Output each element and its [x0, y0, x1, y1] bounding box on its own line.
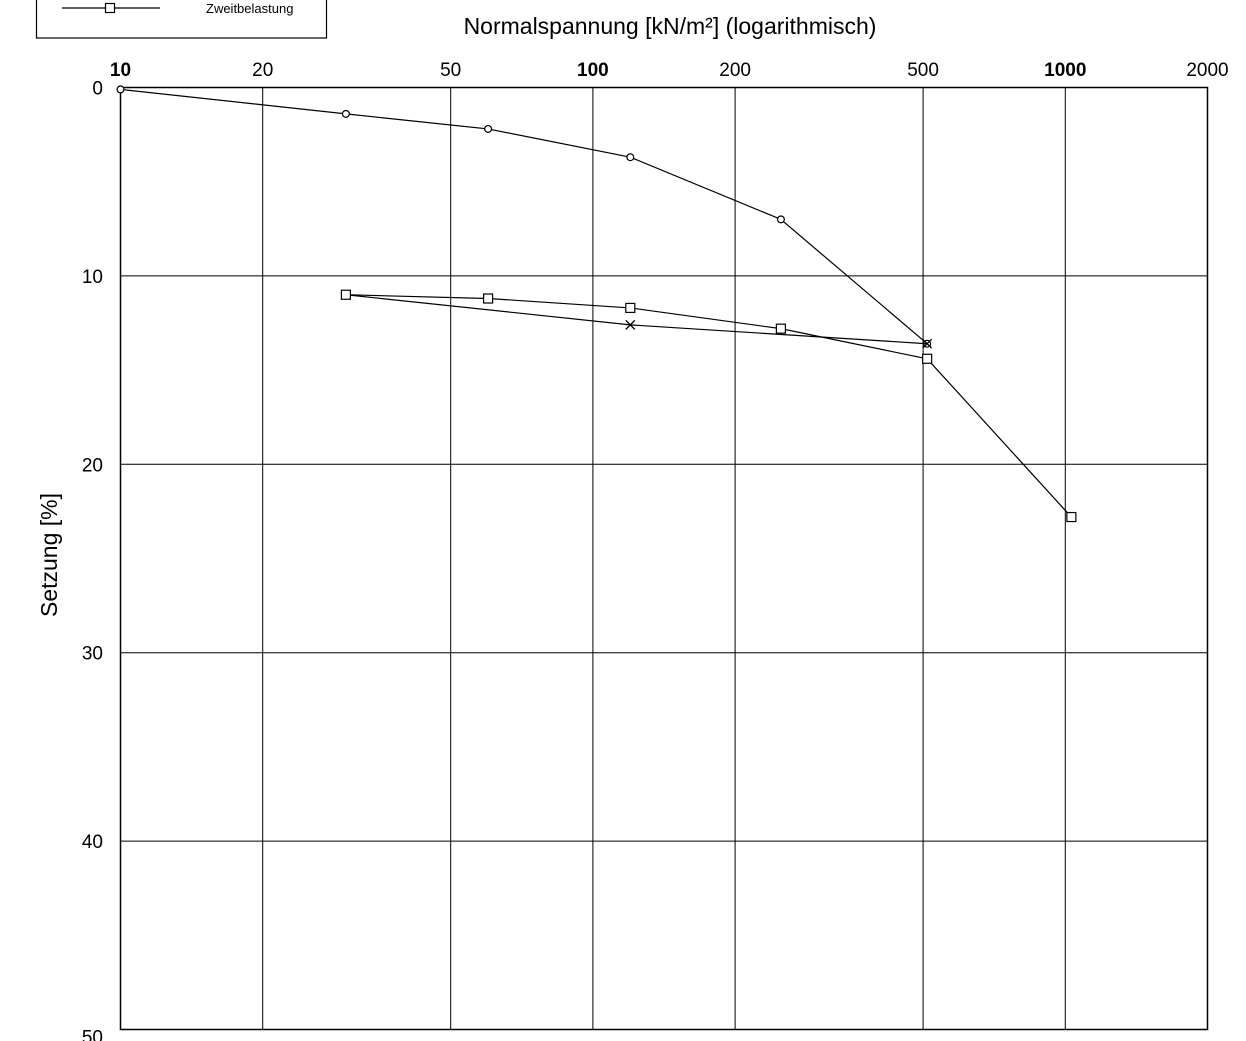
data-point-circle [341, 109, 350, 118]
legend: Zweitbelastung [35, 0, 328, 39]
data-point-x [625, 319, 636, 330]
y-axis-title: Setzung [%] [36, 493, 62, 617]
x-tick-labels: 10 20 50 100 200 500 1000 2000 [110, 60, 1229, 81]
data-point-circle [626, 153, 635, 162]
x-tick-label: 100 [577, 60, 609, 81]
data-point-circle [116, 85, 125, 94]
legend-box [35, 0, 328, 39]
legend-marker-square [104, 2, 116, 14]
plot-frame [119, 86, 1209, 1031]
data-point-square [340, 289, 351, 300]
x-tick-label: 200 [719, 60, 751, 81]
series-layer [116, 85, 1077, 523]
series-1 [116, 85, 932, 348]
x-tick-label: 20 [252, 60, 273, 81]
y-tick-labels: 0 10 20 30 40 50 [82, 79, 103, 1041]
data-point-circle [484, 124, 493, 133]
data-point-x [922, 338, 933, 349]
y-tick-label: 30 [82, 644, 103, 665]
data-point-square [482, 293, 494, 304]
series-2 [340, 289, 933, 349]
y-tick-label: 40 [82, 832, 103, 853]
series-line [120, 88, 928, 345]
series-line [345, 294, 1072, 518]
y-tick-label: 10 [82, 267, 103, 288]
data-point-square [775, 323, 786, 334]
data-point-circle [776, 215, 785, 224]
data-point-square [625, 302, 636, 314]
x-tick-label: 500 [907, 60, 939, 81]
y-tick-label: 50 [82, 1028, 103, 1041]
x-tick-label: 1000 [1044, 60, 1086, 81]
series-3 [340, 289, 1077, 523]
series-line [345, 294, 928, 345]
legend-entries: Zweitbelastung [62, 1, 293, 16]
y-tick-label: 0 [92, 79, 103, 100]
data-point-square [1066, 511, 1077, 523]
data-point-square [922, 353, 933, 364]
x-tick-label: 10 [110, 60, 131, 81]
x-tick-label: 2000 [1186, 60, 1228, 81]
x-axis-title: Normalspannung [kN/m²] (logarithmisch) [464, 13, 877, 39]
x-tick-label: 50 [440, 60, 461, 81]
legend-label: Zweitbelastung [206, 1, 293, 16]
grid-layer [120, 87, 1208, 1030]
y-tick-label: 20 [82, 455, 103, 476]
